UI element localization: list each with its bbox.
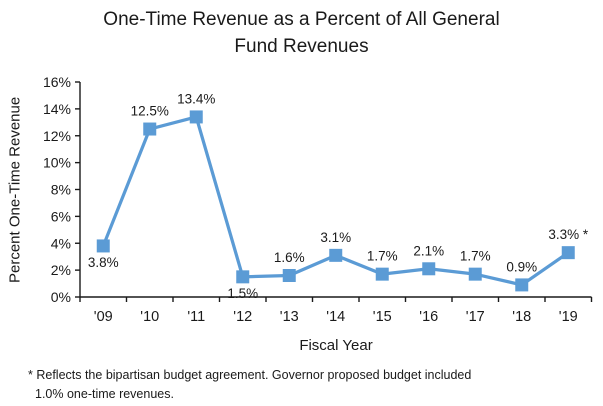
x-category-label: '13 [280,309,299,325]
footnote-line2: 1.0% one-time revenues. [35,387,174,401]
y-tick-label: 2% [51,262,71,278]
data-point-marker [189,110,203,124]
data-point-label: 12.5% [131,104,169,119]
x-category-label: '09 [94,309,113,325]
y-tick-label: 6% [51,208,71,224]
x-category-label: '15 [373,309,392,325]
footnote: * Reflects the bipartisan budget agreeme… [28,366,588,404]
x-category-label: '12 [233,309,252,325]
y-tick-label: 14% [43,101,71,117]
x-category-label: '10 [140,309,159,325]
data-point-label: 0.9% [506,259,537,274]
data-point-label: 1.6% [274,250,305,265]
data-point-marker [282,269,296,282]
x-axis-title: Fiscal Year [299,337,373,354]
data-point-label: 2.1% [413,243,444,258]
data-point-marker [561,246,575,260]
data-point-marker [468,267,482,281]
y-tick-label: 16% [43,74,71,90]
chart-title-line1: One-Time Revenue as a Percent of All Gen… [103,9,500,30]
data-point-label: 3.1% [320,230,351,245]
data-point-label: 3.8% [88,255,119,270]
chart-title-line2: Fund Revenues [234,36,369,57]
y-tick-label: 8% [51,182,71,198]
y-tick-label: 4% [51,235,71,251]
x-category-label: '16 [419,309,438,325]
data-point-label: 1.7% [460,249,491,264]
data-point-label: 13.4% [177,91,215,106]
x-category-label: '19 [559,309,578,325]
x-category-label: '11 [187,309,205,325]
footnote-line1: * Reflects the bipartisan budget agreeme… [28,368,472,382]
x-category-label: '14 [326,309,345,325]
data-point-marker [515,278,529,292]
data-point-marker [329,248,343,262]
data-point-label: 1.5% [227,286,258,301]
chart-title: One-Time Revenue as a Percent of All Gen… [0,6,603,60]
data-point-marker [96,239,110,253]
data-point-marker [236,270,250,284]
data-point-marker [143,122,157,136]
data-point-label: 1.7% [367,249,398,264]
data-point-marker [375,267,389,281]
x-category-label: '17 [466,309,485,325]
y-tick-label: 10% [43,155,71,171]
x-category-label: '18 [512,309,531,325]
y-tick-label: 0% [51,289,71,305]
data-point-marker [422,262,436,276]
y-tick-label: 12% [43,128,71,144]
data-point-label: 3.3% * [548,227,589,242]
